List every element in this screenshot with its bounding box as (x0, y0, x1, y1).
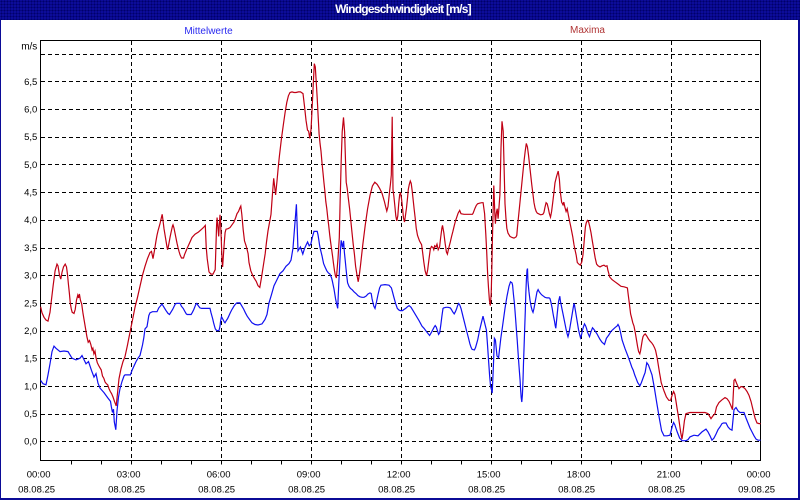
svg-text:00:00: 00:00 (747, 469, 771, 480)
svg-text:5,5: 5,5 (24, 132, 37, 143)
svg-text:08.08.25: 08.08.25 (468, 484, 505, 495)
svg-text:1,5: 1,5 (24, 354, 37, 365)
svg-text:09.08.25: 09.08.25 (738, 484, 775, 495)
svg-text:06:00: 06:00 (207, 469, 231, 480)
svg-text:00:00: 00:00 (27, 469, 51, 480)
svg-text:15:00: 15:00 (477, 469, 501, 480)
svg-text:2,5: 2,5 (24, 298, 37, 309)
svg-text:6,0: 6,0 (24, 105, 37, 116)
svg-text:08.08.25: 08.08.25 (198, 484, 235, 495)
svg-text:0,5: 0,5 (24, 409, 37, 420)
svg-text:08.08.25: 08.08.25 (648, 484, 685, 495)
svg-text:4,0: 4,0 (24, 215, 37, 226)
svg-text:03:00: 03:00 (117, 469, 141, 480)
svg-text:4,5: 4,5 (24, 188, 37, 199)
svg-text:5,0: 5,0 (24, 160, 37, 171)
svg-text:08.08.25: 08.08.25 (378, 484, 415, 495)
svg-text:3,0: 3,0 (24, 271, 37, 282)
svg-text:1,0: 1,0 (24, 381, 37, 392)
svg-text:0,0: 0,0 (24, 437, 37, 448)
svg-text:m/s: m/s (21, 42, 37, 53)
svg-text:08.08.25: 08.08.25 (18, 484, 55, 495)
svg-text:08.08.25: 08.08.25 (108, 484, 145, 495)
svg-text:21:00: 21:00 (657, 469, 681, 480)
svg-text:18:00: 18:00 (567, 469, 591, 480)
svg-text:08.08.25: 08.08.25 (558, 484, 595, 495)
svg-text:12:00: 12:00 (387, 469, 411, 480)
svg-text:6,5: 6,5 (24, 77, 37, 88)
svg-text:08.08.25: 08.08.25 (288, 484, 325, 495)
svg-text:3,5: 3,5 (24, 243, 37, 254)
svg-text:09:00: 09:00 (297, 469, 321, 480)
svg-text:2,0: 2,0 (24, 326, 37, 337)
